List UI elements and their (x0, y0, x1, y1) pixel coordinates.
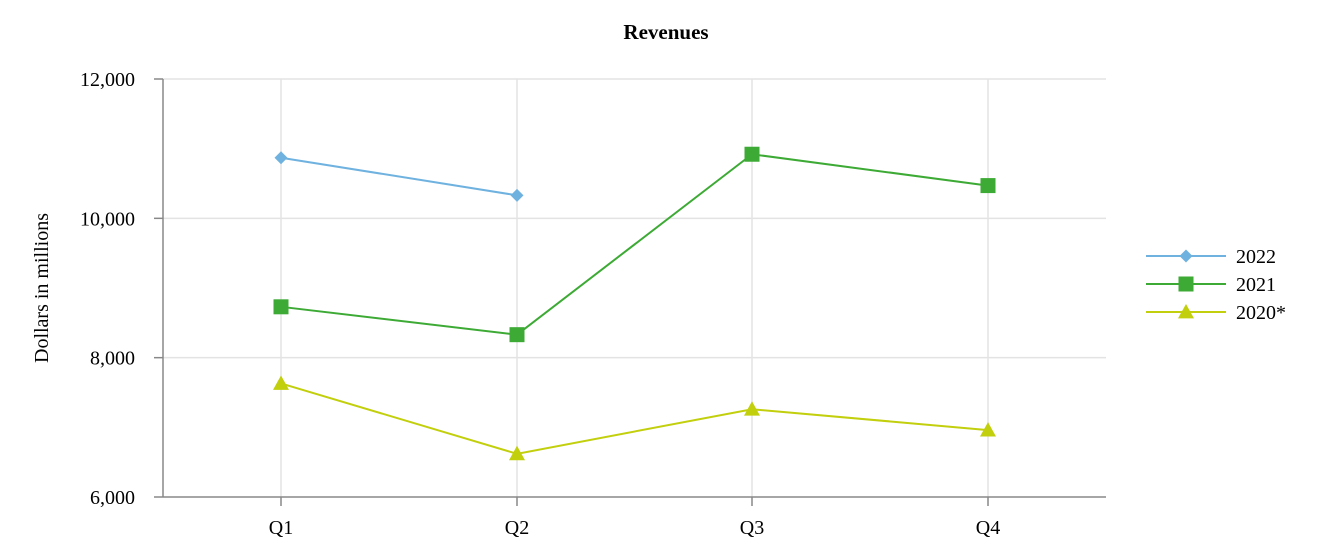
data-point-marker (744, 401, 760, 416)
data-point-marker (744, 146, 760, 162)
series-line (280, 153, 989, 336)
legend-label: 2020* (1236, 302, 1286, 324)
data-point-marker (273, 375, 289, 390)
data-point-marker (980, 178, 996, 194)
legend-label: 2021 (1236, 274, 1276, 296)
legend-item: 2021 (1146, 274, 1276, 296)
data-point-marker (274, 151, 288, 165)
y-tick-label: 6,000 (90, 487, 135, 509)
legend-marker (1179, 249, 1193, 263)
data-point-marker (509, 445, 525, 461)
grid (163, 78, 1106, 497)
data-point-marker (980, 422, 996, 437)
y-tick-label: 10,000 (80, 208, 135, 230)
legend-marker (1178, 304, 1194, 319)
legend-label: 2022 (1236, 246, 1276, 268)
legend: 2022 2021 2020* (1146, 246, 1286, 324)
data-point-marker (509, 327, 525, 343)
tick-labels: 6,000 8,000 10,000 12,000 Q1 Q2 Q3 Q4 (80, 69, 1000, 539)
data-point-marker (273, 299, 289, 315)
x-tick-label: Q2 (505, 517, 529, 539)
chart-title: Revenues (623, 20, 708, 44)
series-2021 (273, 146, 996, 343)
y-tick-label: 12,000 (80, 69, 135, 91)
series-line (280, 156, 518, 197)
series-line (280, 382, 989, 455)
axes (154, 78, 1106, 506)
y-tick-label: 8,000 (90, 348, 135, 370)
legend-marker (1178, 276, 1194, 292)
data-point-marker (510, 188, 524, 202)
legend-item: 2022 (1146, 246, 1276, 268)
series-2020 (273, 375, 996, 461)
x-tick-label: Q4 (976, 517, 1000, 539)
series-2022 (274, 151, 524, 202)
series-group (273, 146, 996, 461)
x-tick-label: Q3 (740, 517, 764, 539)
legend-item: 2020* (1146, 302, 1286, 324)
y-axis-label: Dollars in millions (31, 213, 53, 363)
x-tick-label: Q1 (269, 517, 293, 539)
